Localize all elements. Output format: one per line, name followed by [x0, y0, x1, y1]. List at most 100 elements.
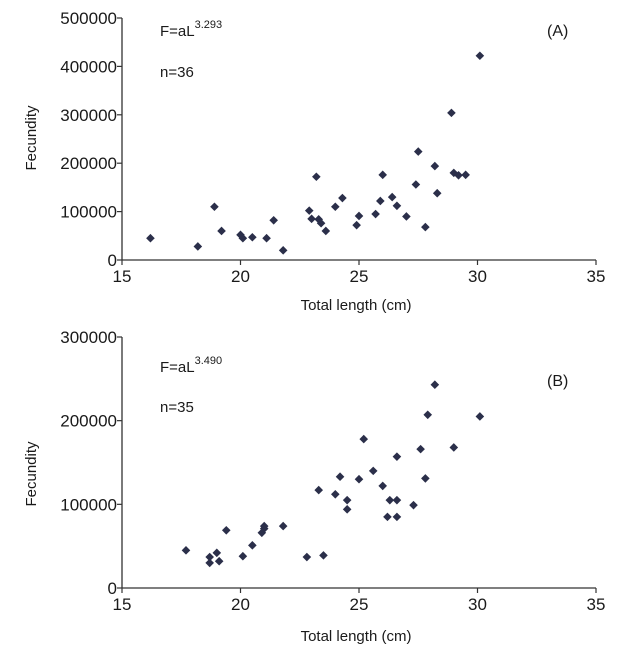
panel-a-data-point — [193, 242, 203, 251]
panel-b-data-point — [331, 489, 340, 499]
panel-b: Fecundity Total length (cm) F=aL3.490 n=… — [23, 328, 605, 645]
panel-a-data-point — [430, 161, 440, 171]
panel-b-data-point — [314, 485, 324, 495]
panel-a-data-point — [316, 218, 326, 228]
panel-a-data-point — [217, 226, 226, 236]
panel-a-y-tick-label: 200000 — [60, 154, 117, 173]
panel-a-data-point — [378, 170, 387, 180]
panel-a-data-point — [447, 108, 456, 118]
panel-a-data-point — [146, 233, 155, 243]
panel-b-data-point — [383, 512, 392, 522]
panel-a-x-axis-title: Total length (cm) — [301, 297, 412, 314]
panel-b-data-point — [385, 495, 395, 505]
panel-a-data-point — [402, 212, 411, 221]
panel-a-data-point — [307, 214, 316, 224]
panel-a-x-tick-label: 35 — [587, 267, 606, 286]
panel-a-n-label: n=36 — [160, 64, 194, 81]
panel-a-data-point — [269, 216, 278, 225]
panel-a-axes: 15 20 25 30 35 0 100000 200000 300000 400000 50000… — [60, 9, 605, 286]
panel-b-data-point — [278, 521, 288, 531]
panel-b-data-point — [423, 410, 433, 420]
panel-a-equation: F=aL3.293 — [160, 19, 222, 40]
panel-b-data-point — [475, 412, 485, 421]
panel-b-data-point — [392, 452, 402, 461]
panel-b-data-point — [430, 380, 440, 389]
panel-b-data-point — [214, 556, 224, 566]
panel-b-equation: F=aL3.490 — [160, 355, 222, 376]
panel-a-points — [146, 51, 485, 255]
panel-a-data-point — [432, 188, 442, 198]
panel-a-data-point — [387, 192, 397, 202]
panel-b-y-tick-label: 300000 — [60, 328, 117, 347]
panel-b-label: (B) — [547, 373, 568, 390]
panel-b-data-point — [335, 472, 345, 482]
panel-b-data-point — [359, 434, 369, 444]
panel-a: Fecundity Total length (cm) F=aL3.293 n=… — [23, 9, 605, 314]
panel-b-data-point — [205, 552, 214, 562]
panel-a-data-point — [262, 233, 271, 243]
panel-b-x-tick-label: 20 — [231, 595, 250, 614]
panel-a-data-point — [248, 232, 257, 242]
panel-a-data-point — [461, 170, 470, 180]
panel-b-data-point — [205, 558, 214, 568]
panel-a-y-tick-label: 500000 — [60, 9, 117, 28]
panel-a-y-tick-label: 100000 — [60, 203, 117, 222]
panel-a-data-point — [392, 201, 402, 211]
panel-b-y-axis-title: Fecundity — [23, 441, 40, 507]
panel-b-x-axis-title: Total length (cm) — [301, 628, 412, 645]
panel-a-data-point — [210, 202, 219, 212]
panel-a-data-point — [421, 222, 430, 232]
panel-b-data-point — [378, 481, 387, 491]
panel-a-data-point — [376, 196, 385, 206]
panel-a-data-point — [411, 180, 421, 189]
panel-b-data-point — [342, 495, 352, 505]
panel-b-data-point — [302, 552, 312, 562]
panel-a-data-point — [449, 168, 459, 178]
panel-b-equation-exponent: 3.490 — [195, 355, 223, 367]
panel-a-data-point — [371, 209, 380, 219]
panel-b-x-tick-label: 30 — [468, 595, 487, 614]
panel-a-y-axis-title: Fecundity — [23, 105, 40, 171]
panel-b-data-point — [319, 551, 328, 560]
panel-b-data-point — [416, 444, 425, 454]
panel-b-data-point — [392, 495, 402, 505]
panel-b-x-tick-label: 25 — [350, 595, 369, 614]
panel-a-data-point — [321, 226, 331, 236]
panel-a-data-point — [312, 172, 321, 182]
panel-a-data-point — [338, 193, 347, 203]
panel-b-data-point — [409, 500, 418, 510]
panel-b-y-tick-label: 0 — [108, 579, 117, 598]
panel-b-data-point — [257, 528, 267, 538]
panel-b-data-point — [421, 474, 430, 483]
panel-b-points — [181, 380, 485, 568]
panel-b-y-tick-label: 200000 — [60, 412, 117, 431]
panel-a-data-point — [352, 220, 361, 230]
panel-a-data-point — [304, 206, 314, 215]
panel-b-data-point — [248, 541, 257, 550]
panel-a-y-tick-label: 0 — [108, 251, 117, 270]
panel-b-equation-base: F=aL — [160, 359, 195, 376]
panel-a-data-point — [238, 233, 248, 243]
panel-a-data-point — [278, 246, 288, 255]
panel-a-data-point — [413, 147, 423, 156]
panel-b-axes: 15 20 25 30 35 0 100000 200000 300000 — [60, 328, 605, 614]
panel-b-data-point — [212, 548, 222, 558]
panel-a-data-point — [314, 215, 324, 224]
panel-a-x-tick-label: 25 — [350, 267, 369, 286]
panel-a-data-point — [331, 202, 340, 212]
panel-a-data-point — [354, 211, 364, 221]
panel-a-x-tick-label: 20 — [231, 267, 250, 286]
panel-b-data-point — [181, 546, 191, 555]
panel-b-data-point — [259, 521, 269, 531]
panel-a-equation-exponent: 3.293 — [195, 19, 223, 31]
panel-b-data-point — [449, 443, 459, 452]
panel-b-data-point — [392, 512, 402, 522]
panel-b-x-tick-label: 35 — [587, 595, 606, 614]
panel-a-y-tick-label: 400000 — [60, 57, 117, 76]
panel-b-x-tick-label: 15 — [113, 595, 132, 614]
panel-b-data-point — [342, 505, 352, 514]
panel-b-y-tick-label: 100000 — [60, 495, 117, 514]
panel-b-data-point — [354, 474, 364, 484]
panel-a-x-tick-label: 30 — [468, 267, 487, 286]
